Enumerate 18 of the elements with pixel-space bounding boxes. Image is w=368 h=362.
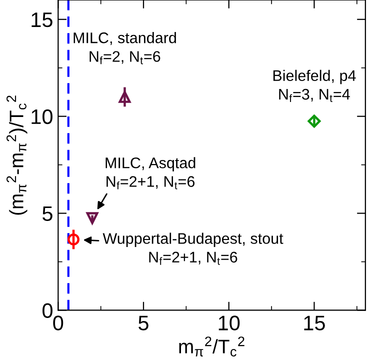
x-axis-title: m$_{π}$$^{2}$/T$_{c}$$^{2}$ (179, 336, 244, 356)
annotation: MILC, Asqtad N$_{f}$=2+1, N$_{t}$=6 (106, 157, 196, 190)
y-tick-label: 0 (42, 303, 52, 318)
x-tick-label: 5 (138, 316, 148, 330)
point (308, 114, 321, 128)
x-tick-label: 0 (53, 316, 64, 330)
annotation: MILC, standard N$_{f}$=2, N$_{t}$=6 (74, 32, 176, 64)
point (86, 212, 98, 224)
x-tick-label: 15 (304, 316, 325, 330)
y-tick-label: 10 (32, 109, 52, 124)
text: (m$_{π}$$^{2}$-m$_{π}$$^{2}$)/T$_{c}$$^{2}$ (6, 96, 28, 215)
x-tick-label: 10 (218, 316, 240, 330)
annotation: Bielefeld, p4 N$_{f}$=3, N$_{t}$=4 (273, 70, 356, 102)
y-tick-label: 5 (42, 206, 52, 222)
y-tick-label: 15 (32, 12, 52, 28)
point (68, 233, 80, 246)
annotation: Wuppertal-Budapest, stout N$_{f}$=2+1, N$_{t}$=6 (102, 232, 284, 265)
point (118, 90, 131, 103)
